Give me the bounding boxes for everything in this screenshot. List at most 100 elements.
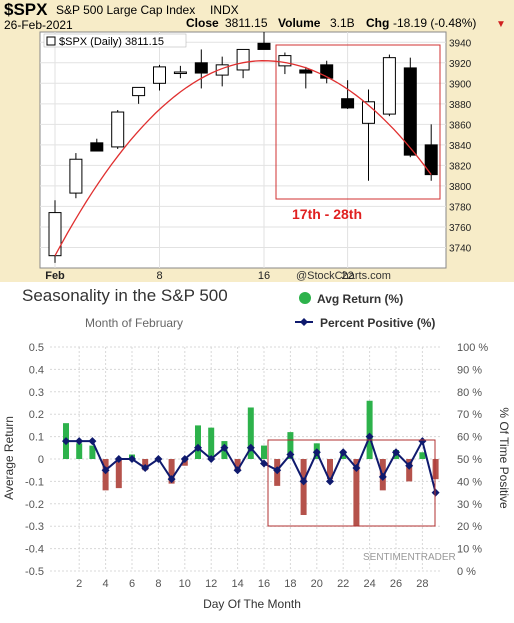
price-tick-label: 3780 [449, 202, 472, 213]
x-tick-label: 2 [76, 578, 82, 590]
green-circle-icon [299, 292, 311, 304]
date-tick-label: 22 [341, 270, 353, 282]
candle-body [132, 86, 146, 97]
legend-percent-positive: Percent Positive (%) [320, 316, 435, 330]
candlestick-chart: $SPX S&P 500 Large Cap Index INDX 26-Feb… [4, 0, 506, 282]
return-bar [353, 459, 360, 527]
trend-arc [54, 60, 432, 257]
percent-positive-point [378, 472, 387, 481]
percent-positive-point [299, 477, 308, 486]
return-bar [102, 459, 109, 491]
price-tick-label: 3800 [449, 182, 472, 193]
y2-tick-label: 20 % [457, 521, 482, 533]
return-bar [419, 452, 426, 459]
seasonality-chart: Seasonality in the S&P 500 Month of Febr… [2, 286, 511, 611]
return-bar [208, 427, 215, 459]
x-tick-label: 26 [390, 578, 402, 590]
percent-positive-point [194, 443, 202, 452]
candle-body [278, 55, 292, 67]
candle-body [90, 142, 104, 152]
x-tick-label: 4 [103, 578, 109, 590]
legend-avg-return: Avg Return (%) [317, 292, 403, 306]
candle-body [194, 62, 208, 74]
close-value: 3811.15 [225, 16, 268, 30]
candle-body [215, 64, 229, 76]
percent-positive-point [392, 448, 400, 457]
y2-tick-label: 0 % [457, 566, 476, 578]
return-bar [168, 459, 175, 484]
percent-positive-point [326, 477, 334, 486]
volume-value: 3.1B [330, 16, 355, 30]
seasonality-panel: Seasonality in the S&P 500 Month of Febr… [0, 282, 514, 618]
percent-positive-point [273, 466, 282, 475]
x-tick-label: 20 [311, 578, 323, 590]
price-tick-label: 3880 [449, 100, 472, 111]
y2-tick-label: 40 % [457, 476, 482, 488]
y-tick-label: 0.2 [29, 409, 44, 421]
chart-date: 26-Feb-2021 [4, 18, 73, 32]
y-tick-label: 0.3 [29, 387, 44, 399]
y2-tick-label: 30 % [457, 499, 482, 511]
x-tick-label: 14 [231, 578, 243, 590]
return-bar [432, 459, 439, 480]
return-bar [406, 459, 413, 482]
candle-body [111, 111, 125, 148]
price-chart-panel: $SPX S&P 500 Large Cap Index INDX 26-Feb… [0, 0, 514, 282]
candle-body [382, 57, 396, 115]
percent-positive-point [167, 475, 176, 484]
legend-label: $SPX (Daily) 3811.15 [59, 36, 164, 48]
return-bar [287, 432, 294, 459]
return-bar [115, 459, 122, 489]
diamond-icon [300, 318, 308, 326]
candle-body [173, 71, 187, 75]
price-tick-label: 3760 [449, 223, 472, 234]
return-bar [76, 443, 83, 459]
price-tick-label: 3860 [449, 120, 472, 131]
date-tick-label: Feb [45, 270, 65, 282]
percent-positive-point [286, 450, 295, 459]
chg-label: Chg [366, 16, 389, 30]
ticker-symbol: $SPX [4, 0, 48, 19]
percent-positive-point [246, 443, 255, 452]
percent-positive-point [260, 459, 268, 468]
percent-positive-point [418, 437, 427, 446]
date-tick-label: 16 [258, 270, 270, 282]
sentimentrader-watermark: SENTIMENTRADER [363, 552, 456, 563]
price-axes: 3740 3760 3780 3800 3820 3840 3860 3880 3900 3920… [45, 38, 471, 282]
candle-body [424, 144, 438, 176]
price-tick-label: 3820 [449, 161, 472, 172]
percent-positive-point [75, 437, 84, 446]
price-tick-label: 3940 [449, 38, 472, 49]
y-tick-label: 0.5 [29, 342, 44, 354]
price-tick-label: 3900 [449, 79, 472, 90]
x-tick-label: 16 [258, 578, 270, 590]
price-tick-label: 3920 [449, 59, 472, 70]
percent-positive-point [405, 461, 414, 470]
return-bar [261, 445, 267, 459]
x-tick-label: 6 [129, 578, 135, 590]
y2-tick-label: 90 % [457, 364, 482, 376]
x-tick-label: 22 [337, 578, 349, 590]
return-bar [89, 445, 96, 459]
candle-body [69, 158, 83, 194]
percent-positive-point [233, 466, 242, 475]
y2-tick-label: 50 % [457, 454, 482, 466]
x-tick-label: 18 [284, 578, 296, 590]
x-tick-label: 12 [205, 578, 217, 590]
percent-positive-point [101, 466, 110, 475]
volume-label: Volume [278, 16, 321, 30]
chart-title: Seasonality in the S&P 500 [22, 286, 228, 305]
percent-positive-point [180, 455, 189, 463]
candle-body [341, 98, 355, 109]
highlight-box [275, 44, 441, 200]
down-arrow-icon: ▼ [496, 19, 506, 30]
y-tick-label: -0.4 [25, 544, 44, 556]
close-label: Close [186, 16, 219, 30]
percent-positive-point [352, 463, 361, 472]
index-name: S&P 500 Large Cap Index [56, 3, 195, 17]
candle-body [299, 69, 313, 74]
x-tick-label: 8 [155, 578, 161, 590]
return-bar [195, 425, 201, 459]
return-bar [234, 459, 241, 471]
y-tick-label: -0.1 [25, 476, 44, 488]
